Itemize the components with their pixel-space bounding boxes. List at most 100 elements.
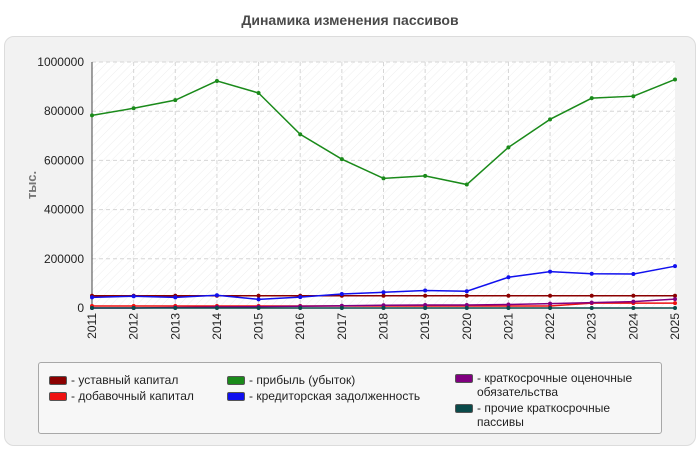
data-point — [256, 306, 261, 310]
data-point — [214, 78, 219, 83]
data-point — [548, 306, 553, 310]
data-point — [673, 77, 677, 82]
data-point — [589, 271, 594, 276]
data-point — [381, 176, 386, 181]
x-tick-label: 2023 — [585, 313, 599, 340]
data-point — [631, 272, 636, 277]
data-point — [90, 295, 94, 300]
legend-item: - добавочный капитал — [49, 389, 194, 403]
legend-item: - прочие краткосрочные пассивы — [455, 401, 655, 429]
y-tick-label: 0 — [77, 301, 84, 315]
legend: - уставный капитал - добавочный капитал - … — [38, 362, 662, 434]
data-point — [548, 269, 553, 274]
legend-item: - краткосрочные оценочные обязательства — [455, 371, 655, 399]
y-tick-label: 1000000 — [37, 55, 84, 69]
legend-swatch — [455, 404, 473, 413]
data-point — [214, 293, 219, 298]
x-tick-label: 2024 — [626, 313, 640, 340]
data-point — [173, 295, 178, 300]
legend-label: - кредиторская задолженность — [249, 389, 421, 403]
data-point — [464, 306, 469, 310]
legend-label: - добавочный капитал — [71, 389, 194, 403]
data-point — [381, 290, 386, 295]
legend-swatch — [455, 374, 473, 383]
axes: 0 200000 400000 600000 800000 1000000 2011 2012… — [37, 55, 682, 340]
x-tick-label: 2018 — [377, 313, 391, 340]
x-tick-label: 2014 — [210, 313, 224, 340]
data-point — [339, 291, 344, 296]
y-tick-label: 400000 — [44, 203, 84, 217]
data-point — [131, 306, 136, 310]
data-point — [548, 117, 553, 122]
data-point — [256, 90, 261, 95]
data-point — [423, 288, 428, 293]
data-point — [506, 306, 511, 310]
data-point — [589, 293, 594, 298]
data-point — [339, 157, 344, 162]
data-point — [673, 293, 677, 298]
y-tick-label: 600000 — [44, 153, 84, 167]
x-tick-label: 2012 — [127, 313, 141, 340]
data-point — [423, 306, 428, 310]
y-tick-label: 200000 — [44, 252, 84, 266]
x-tick-label: 2021 — [501, 313, 515, 340]
data-point — [381, 306, 386, 310]
legend-swatch — [227, 392, 245, 401]
x-tick-label: 2015 — [252, 313, 266, 340]
data-point — [90, 113, 94, 118]
legend-item: - кредиторская задолженность — [227, 389, 420, 403]
data-point — [423, 173, 428, 178]
data-point — [173, 98, 178, 103]
data-point — [298, 306, 303, 310]
data-point — [464, 303, 469, 308]
data-point — [589, 300, 594, 305]
x-tick-label: 2016 — [293, 313, 307, 340]
data-point — [506, 293, 511, 298]
data-point — [673, 301, 677, 306]
legend-label: - прибыль (убыток) — [249, 373, 356, 387]
y-tick-label: 800000 — [44, 104, 84, 118]
data-point — [506, 275, 511, 280]
grid-lines — [92, 61, 675, 308]
data-point — [506, 302, 511, 307]
data-point — [131, 106, 136, 111]
data-point — [673, 306, 677, 310]
data-point — [548, 293, 553, 298]
legend-swatch — [227, 376, 245, 385]
data-point — [423, 293, 428, 298]
legend-item: - прибыль (убыток) — [227, 373, 355, 387]
legend-label: - прочие краткосрочные пассивы — [477, 401, 611, 429]
data-point — [256, 293, 261, 298]
data-point — [673, 264, 677, 269]
x-tick-label: 2017 — [335, 313, 349, 340]
data-point — [339, 306, 344, 310]
data-point — [589, 96, 594, 101]
data-point — [631, 299, 636, 304]
data-point — [298, 132, 303, 137]
data-point — [423, 303, 428, 308]
data-point — [173, 306, 178, 310]
x-tick-label: 2020 — [460, 313, 474, 340]
series-layer — [90, 77, 677, 310]
data-point — [673, 297, 677, 302]
legend-label: - краткосрочные оценочные обязательства — [477, 371, 633, 399]
legend-item: - уставный капитал — [49, 373, 178, 387]
data-point — [90, 306, 94, 310]
x-tick-label: 2025 — [668, 313, 682, 340]
data-point — [464, 289, 469, 294]
data-point — [631, 94, 636, 99]
chart-title: Динамика изменения пассивов — [241, 12, 459, 28]
data-point — [381, 293, 386, 298]
x-tick-label: 2013 — [168, 313, 182, 340]
data-point — [256, 297, 261, 302]
data-point — [631, 293, 636, 298]
data-point — [298, 295, 303, 300]
data-point — [464, 293, 469, 298]
data-point — [506, 145, 511, 150]
y-axis-label: тыс. — [24, 171, 39, 199]
data-point — [589, 306, 594, 310]
legend-label: - уставный капитал — [71, 373, 179, 387]
x-tick-label: 2019 — [418, 313, 432, 340]
data-point — [548, 301, 553, 306]
